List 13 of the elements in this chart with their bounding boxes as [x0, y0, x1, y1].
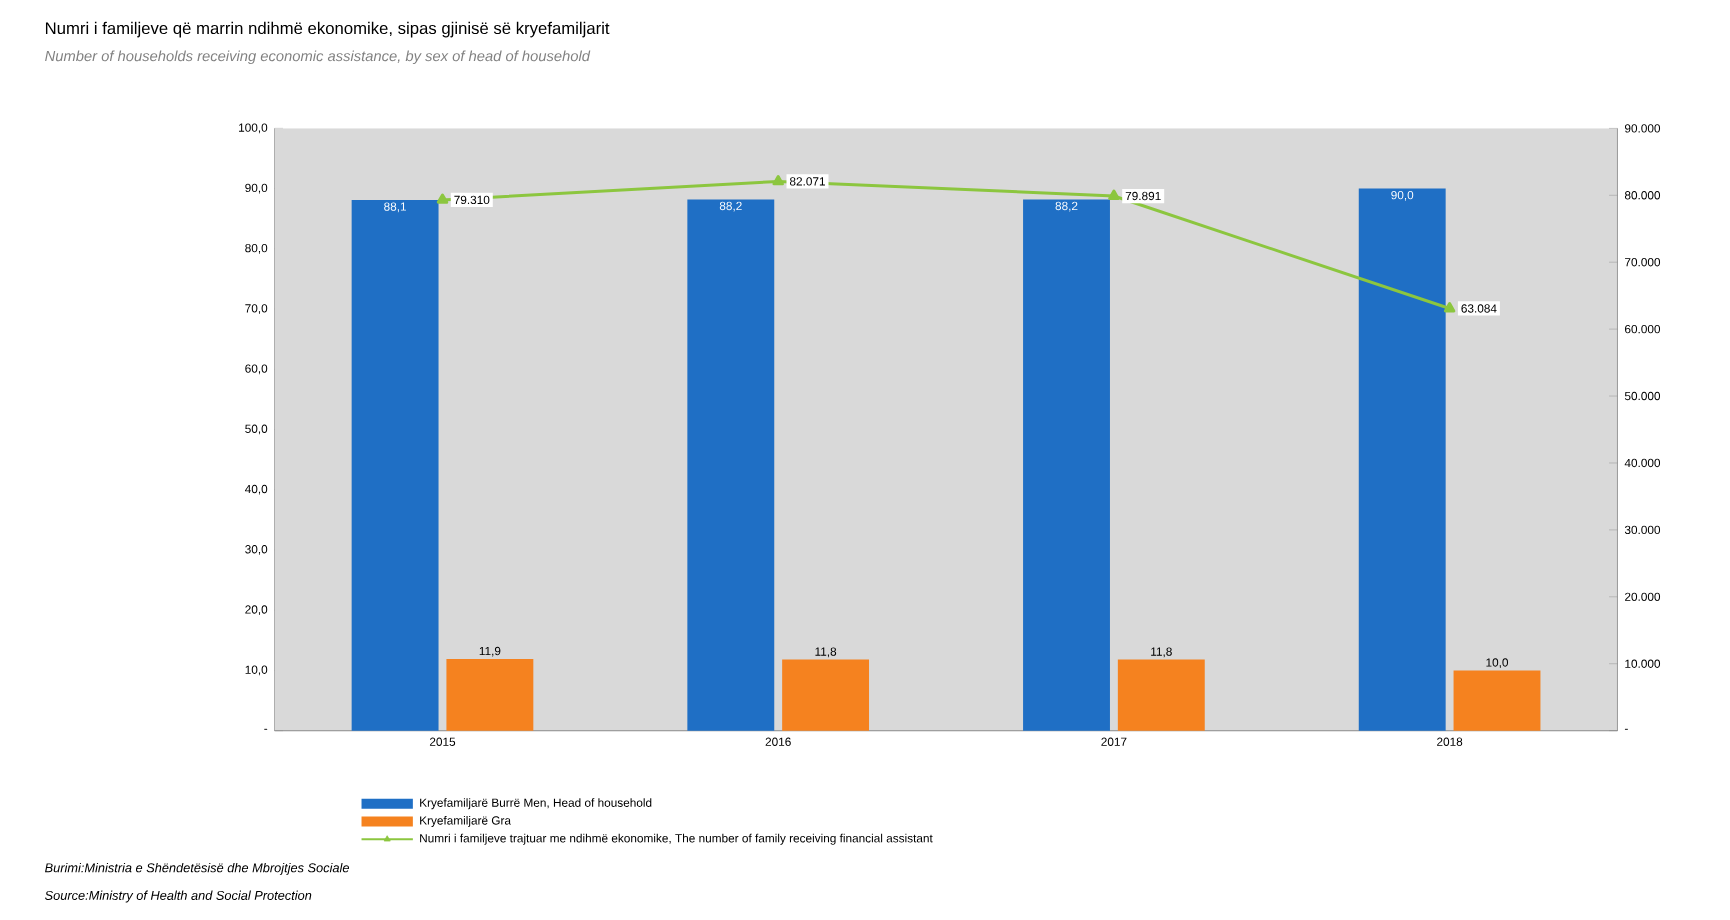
point — [1108, 189, 1120, 200]
bar — [1023, 199, 1110, 731]
bar — [351, 199, 439, 731]
chart-title: Numri i familjeve që marrin ndihmë ekonomike, sipas gjinisë së kryefamiljarit — [45, 21, 610, 38]
bar — [446, 658, 534, 731]
point — [436, 193, 449, 204]
point — [1443, 301, 1456, 313]
point — [772, 174, 784, 186]
bar — [1453, 670, 1541, 731]
bar — [1117, 659, 1205, 731]
bar — [782, 659, 870, 731]
bar — [1358, 188, 1446, 731]
bar — [687, 199, 775, 731]
